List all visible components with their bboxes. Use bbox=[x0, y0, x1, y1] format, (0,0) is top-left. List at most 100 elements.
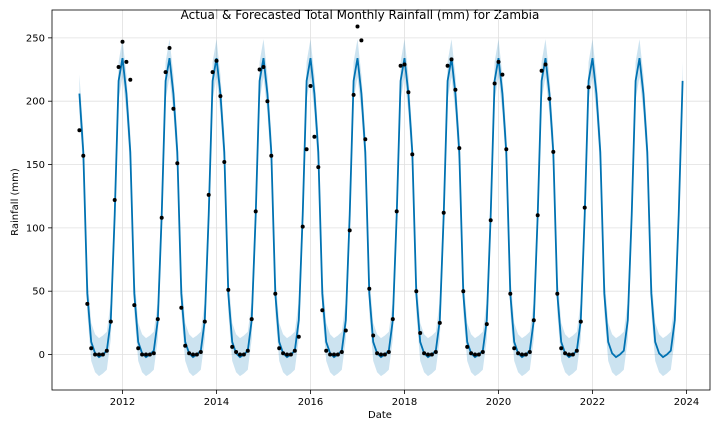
actual-point bbox=[128, 77, 133, 82]
actual-point bbox=[398, 63, 403, 68]
actual-point bbox=[97, 352, 101, 357]
actual-point bbox=[308, 84, 313, 88]
x-axis-label: Date bbox=[368, 410, 392, 421]
actual-point bbox=[473, 352, 477, 357]
actual-point bbox=[222, 160, 227, 164]
actual-point bbox=[230, 344, 235, 349]
actual-point bbox=[132, 303, 137, 308]
actual-point bbox=[567, 352, 571, 357]
actual-point bbox=[140, 352, 145, 357]
actual-point bbox=[234, 350, 239, 354]
actual-point bbox=[214, 58, 219, 63]
actual-point bbox=[77, 128, 82, 133]
actual-point bbox=[355, 24, 360, 29]
actual-point bbox=[367, 286, 372, 291]
actual-point bbox=[559, 346, 564, 351]
x-tick-label: 2024 bbox=[674, 397, 699, 408]
actual-point bbox=[316, 165, 321, 170]
actual-point bbox=[363, 137, 368, 142]
actual-point bbox=[375, 351, 380, 356]
actual-point bbox=[163, 70, 168, 75]
actual-point bbox=[112, 198, 117, 202]
actual-point bbox=[496, 59, 501, 64]
y-tick-label: 50 bbox=[32, 287, 45, 298]
actual-point bbox=[371, 333, 376, 338]
actual-point bbox=[343, 328, 348, 333]
actual-point bbox=[296, 334, 301, 339]
actual-point bbox=[104, 348, 109, 353]
actual-point bbox=[304, 147, 309, 152]
actual-point bbox=[574, 348, 579, 353]
x-axis: 2012 2014 2016 2018 2020 2022 2024 bbox=[110, 390, 699, 408]
actual-point bbox=[116, 65, 121, 69]
actual-point bbox=[171, 106, 176, 111]
actual-point bbox=[445, 63, 450, 68]
actual-point bbox=[124, 59, 129, 64]
y-tick-label: 200 bbox=[26, 97, 45, 108]
actual-point bbox=[512, 346, 517, 351]
actual-point bbox=[386, 350, 391, 354]
actual-point bbox=[191, 352, 195, 357]
actual-point bbox=[402, 62, 407, 67]
actual-point bbox=[516, 351, 521, 356]
actual-point bbox=[422, 351, 427, 356]
actual-point bbox=[492, 81, 497, 86]
actual-point bbox=[390, 317, 395, 322]
actual-point bbox=[465, 344, 470, 349]
actual-point bbox=[179, 305, 184, 310]
actual-point bbox=[238, 352, 242, 357]
actual-point bbox=[187, 351, 192, 356]
actual-point bbox=[241, 352, 246, 357]
actual-point bbox=[320, 308, 325, 313]
actual-point bbox=[167, 46, 172, 50]
actual-point bbox=[312, 134, 317, 139]
actual-point bbox=[461, 289, 466, 294]
y-tick-label: 150 bbox=[26, 160, 45, 171]
actual-point bbox=[480, 350, 485, 354]
actual-point bbox=[418, 331, 423, 335]
actual-point bbox=[277, 346, 282, 351]
chart-title: Actual & Forecasted Total Monthly Rainfa… bbox=[181, 8, 540, 22]
actual-point bbox=[535, 213, 540, 218]
actual-point bbox=[476, 352, 481, 357]
actual-point bbox=[288, 352, 293, 357]
actual-point bbox=[198, 350, 203, 354]
actual-point bbox=[394, 209, 399, 214]
actual-point bbox=[218, 94, 223, 99]
actual-point bbox=[469, 351, 474, 356]
y-tick-label: 250 bbox=[26, 33, 45, 44]
interval-band bbox=[79, 39, 683, 377]
x-tick-label: 2014 bbox=[204, 397, 229, 408]
actual-point bbox=[257, 67, 262, 72]
actual-point bbox=[202, 319, 207, 324]
x-tick-label: 2020 bbox=[486, 397, 511, 408]
x-tick-label: 2018 bbox=[392, 397, 417, 408]
actual-point bbox=[108, 319, 113, 324]
actual-point bbox=[453, 87, 458, 92]
actual-point bbox=[85, 301, 90, 306]
y-tick-label: 0 bbox=[39, 350, 45, 361]
actual-point bbox=[285, 352, 289, 357]
actual-point bbox=[457, 146, 462, 151]
actual-point bbox=[429, 352, 434, 357]
actual-point bbox=[441, 210, 446, 215]
actual-point bbox=[351, 92, 356, 97]
x-tick-label: 2016 bbox=[298, 397, 323, 408]
actual-point bbox=[151, 351, 156, 356]
actual-points bbox=[77, 24, 591, 357]
y-tick-label: 100 bbox=[26, 223, 45, 234]
actual-point bbox=[261, 65, 266, 69]
actual-point bbox=[253, 209, 258, 214]
x-tick-label: 2022 bbox=[580, 397, 605, 408]
actual-point bbox=[410, 152, 415, 157]
actual-point bbox=[570, 352, 575, 357]
actual-point bbox=[265, 99, 270, 104]
actual-point bbox=[359, 38, 364, 43]
actual-point bbox=[547, 96, 552, 101]
actual-point bbox=[539, 68, 544, 73]
actual-point bbox=[183, 343, 188, 348]
actual-point bbox=[300, 224, 305, 229]
actual-point bbox=[437, 320, 442, 325]
actual-point bbox=[159, 215, 164, 220]
actual-point bbox=[488, 218, 493, 223]
